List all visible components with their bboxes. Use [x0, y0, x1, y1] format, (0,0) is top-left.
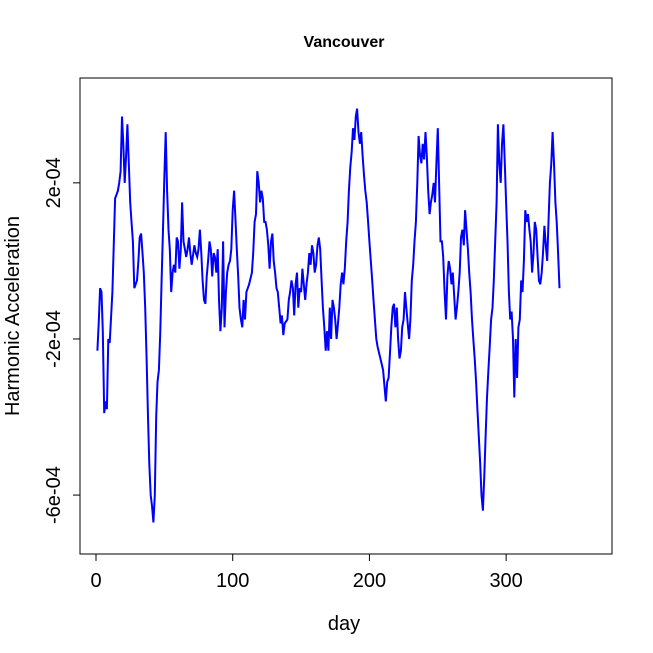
y-tick-label: 2e-04	[43, 157, 65, 208]
x-tick-label: 100	[216, 570, 249, 592]
x-tick-label: 200	[353, 570, 386, 592]
y-tick-label: -6e-04	[43, 466, 65, 524]
y-axis-label: Harmonic Acceleration	[2, 216, 24, 416]
series-line	[96, 108, 561, 523]
chart-title: Vancouver	[304, 34, 385, 51]
x-tick-label: 0	[90, 570, 101, 592]
x-tick-label: 300	[489, 570, 522, 592]
x-axis-label: day	[328, 613, 360, 635]
x-axis: 0 100 200 300	[90, 553, 523, 592]
y-tick-label: -2e-04	[43, 310, 65, 368]
y-axis: -6e-04 -2e-04 2e-04	[43, 157, 81, 524]
